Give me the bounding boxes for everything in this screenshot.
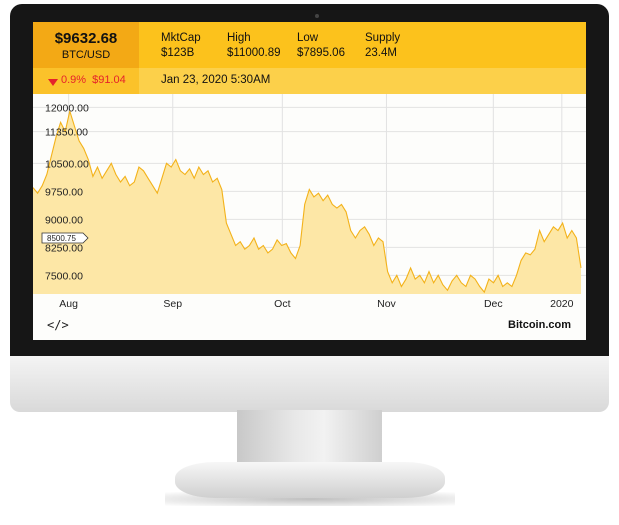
current-value-tag [41,232,89,244]
monitor-base [175,462,445,498]
price-widget-screen: $9632.68 BTC/USD MktCap $123B High $1100… [33,22,586,340]
price-area-fill [33,111,581,294]
y-tick-label: 12000.00 [45,102,89,114]
y-tick-label: 7500.00 [45,270,83,282]
stat-value: $123B [161,47,195,59]
stat-mktcap: MktCap $123B [161,31,201,61]
price-chart[interactable]: 12000.00 11350.00 10500.00 9750.00 9000.00 82… [33,94,586,340]
stat-value: 23.4M [365,47,397,59]
stat-value: $7895.06 [297,47,345,59]
stat-value: $11000.89 [227,47,281,59]
monitor-chin [10,356,609,412]
stat-label: Supply [365,32,401,44]
current-price: $9632.68 [54,30,118,47]
y-tick-label: 11350.00 [45,127,88,139]
down-arrow-icon [48,79,58,86]
y-tick-label: 8250.00 [45,242,83,254]
price-box: $9632.68 BTC/USD [33,22,139,68]
stat-low: Low $7895.06 [297,31,345,61]
x-tick-label: Oct [274,298,290,310]
x-tick-label: Nov [377,298,396,310]
current-value-label: 8500.75 [47,234,76,243]
timestamp: Jan 23, 2020 5:30AM [161,74,271,86]
x-tick-label: Dec [484,298,503,310]
x-axis-ticks: Aug Sep Oct Nov Dec 2020 [59,298,573,310]
embed-code-icon[interactable]: </> [47,318,69,332]
brand-link[interactable]: Bitcoin.com [508,319,571,331]
y-tick-label: 9750.00 [45,186,83,198]
y-tick-label: 9000.00 [45,214,83,226]
change-amount: $91.04 [92,74,126,86]
x-tick-label: 2020 [550,298,574,310]
stat-high: High $11000.89 [227,31,281,61]
x-tick-label: Sep [163,298,182,310]
stat-label: MktCap [161,32,201,44]
camera-dot [315,14,319,18]
y-axis-ticks: 12000.00 11350.00 10500.00 9750.00 9000.00 82… [45,102,89,282]
change-percent: 0.9% [61,74,87,86]
currency-pair: BTC/USD [61,49,111,61]
price-chart-svg[interactable]: 12000.00 11350.00 10500.00 9750.00 9000.00 82… [33,94,586,340]
stat-label: Low [297,32,319,44]
price-line [33,108,582,294]
price-change: 0.9% $91.04 [61,74,126,86]
x-tick-label: Aug [59,298,78,310]
ticker-header: $9632.68 BTC/USD MktCap $123B High $1100… [33,22,586,68]
y-tick-label: 10500.00 [45,158,89,170]
current-value-marker: 8500.75 [41,232,89,244]
change-box: 0.9% $91.04 [33,68,139,94]
ticker-subheader: 0.9% $91.04 Jan 23, 2020 5:30AM [33,68,586,94]
stat-label: High [227,32,251,44]
stat-supply: Supply 23.4M [365,31,400,61]
